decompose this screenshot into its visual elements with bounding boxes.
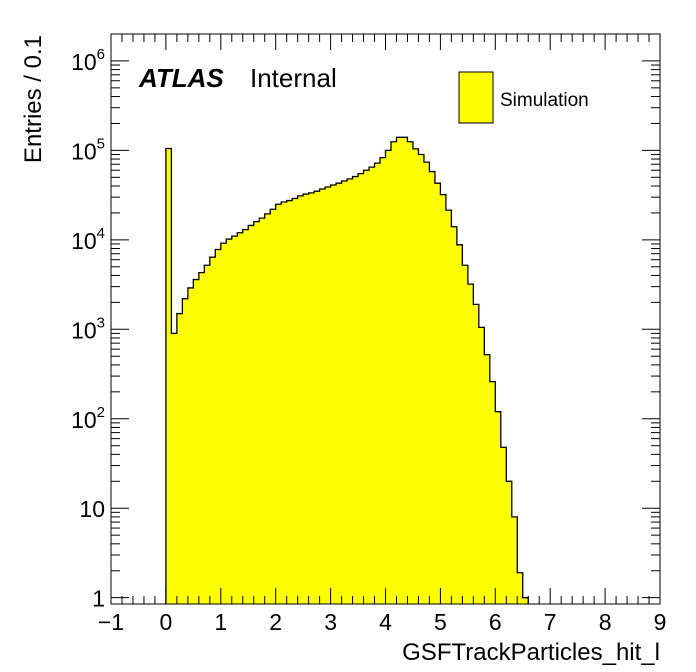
histogram-bar: [209, 257, 216, 604]
x-tick-label: 9: [654, 609, 667, 635]
x-tick-label: 5: [434, 609, 447, 635]
histogram-bar: [484, 354, 491, 604]
x-tick-label: 6: [489, 609, 502, 635]
y-tick-label: 10: [79, 496, 105, 522]
histogram-bar: [308, 192, 315, 605]
histogram-bar: [429, 171, 436, 604]
histogram-bar: [418, 154, 425, 604]
y-tick-label: 1: [92, 586, 105, 612]
histogram-bar: [489, 381, 496, 604]
histogram-bar: [281, 201, 288, 604]
legend-swatch: [458, 71, 494, 124]
histogram-bar: [259, 218, 266, 604]
x-tick-label: 0: [160, 609, 173, 635]
histogram-bar: [193, 279, 200, 604]
histogram-bar: [319, 189, 326, 604]
histogram-bar: [390, 141, 397, 604]
histogram-bar: [314, 191, 321, 604]
histogram-bar: [253, 221, 260, 605]
axis-ticks: [110, 33, 661, 604]
histogram-bar: [506, 481, 513, 604]
histogram-bar: [330, 185, 337, 604]
x-tick-label: −1: [98, 609, 124, 635]
histogram-bar: [248, 225, 255, 604]
y-tick-labels: 1 10 102 103 104 105 106: [71, 46, 105, 612]
histogram-bar: [517, 572, 524, 604]
histogram-bar: [369, 167, 375, 604]
histogram-bar: [165, 148, 172, 604]
histogram-bar: [237, 232, 244, 604]
histogram-bar: [358, 173, 364, 604]
histogram-bar: [325, 186, 331, 604]
y-axis-label: Entries / 0.1: [20, 35, 47, 163]
histogram-bar: [242, 229, 249, 605]
histogram-bar: [440, 194, 447, 604]
histogram-bar: [176, 313, 183, 604]
histogram-bar: [495, 411, 502, 604]
y-tick-label: 105: [71, 135, 105, 164]
histogram-bar: [204, 265, 211, 604]
histogram-bar: [286, 200, 293, 604]
legend: Simulation: [458, 71, 589, 124]
histogram-bar: [473, 304, 480, 604]
histogram-bar: [380, 157, 386, 604]
histogram-bar: [341, 180, 348, 604]
histogram-bar: [478, 327, 485, 604]
x-axis-label: GSFTrackParticles_hit_l: [402, 639, 660, 666]
histogram-bar: [412, 148, 419, 604]
histogram-bar: [226, 239, 233, 604]
histogram-bar: [500, 447, 507, 604]
histogram-bar: [445, 210, 452, 604]
histogram-bar: [198, 272, 205, 604]
histogram-bar: [352, 176, 359, 604]
histogram-bar: [451, 226, 458, 604]
histogram-bar: [220, 243, 227, 604]
histogram-bar: [401, 137, 408, 604]
x-tick-labels: −1 0 1 2 3 4 5 6 7 8 9: [98, 609, 667, 635]
histogram-bar: [275, 204, 282, 604]
histogram-bar: [363, 170, 370, 604]
y-tick-label: 106: [71, 46, 105, 75]
histogram-bar: [423, 162, 430, 604]
y-tick-label: 104: [71, 225, 105, 254]
histogram-outline: [165, 136, 529, 604]
histogram-bar: [522, 597, 529, 604]
histogram-bar: [385, 150, 392, 604]
x-tick-label: 8: [599, 609, 612, 635]
histogram-bar: [374, 163, 381, 604]
histogram-bar: [270, 209, 277, 604]
histogram-bar: [456, 244, 463, 604]
y-tick-label: 103: [71, 314, 105, 343]
histogram-bar: [467, 284, 474, 604]
histogram-bar: [215, 249, 222, 605]
histogram-bar: [264, 213, 271, 604]
histogram-bars: [165, 136, 529, 605]
histogram-bar: [336, 183, 342, 604]
histogram-bar: [511, 516, 518, 604]
x-tick-label: 2: [269, 609, 282, 635]
y-tick-label: 102: [71, 404, 105, 433]
atlas-label: ATLAS: [138, 63, 224, 93]
x-tick-label: 7: [544, 609, 557, 635]
histogram-bar: [187, 287, 194, 604]
histogram-bar: [462, 265, 469, 604]
histogram-bar: [292, 198, 299, 604]
x-tick-label: 1: [214, 609, 227, 635]
histogram-bar: [303, 194, 310, 604]
histogram-bar: [347, 178, 353, 604]
histogram-bar: [407, 141, 414, 604]
histogram-bar: [171, 333, 178, 604]
x-tick-label: 3: [324, 609, 337, 635]
x-tick-label: 4: [379, 609, 392, 635]
atlas-status-label: Internal: [250, 63, 337, 93]
histogram-bar: [182, 298, 189, 604]
histogram-bar: [396, 137, 403, 604]
histogram-bar: [434, 183, 441, 604]
histogram-bar: [297, 195, 304, 604]
legend-label: Simulation: [500, 90, 589, 111]
histogram-bar: [231, 236, 238, 604]
